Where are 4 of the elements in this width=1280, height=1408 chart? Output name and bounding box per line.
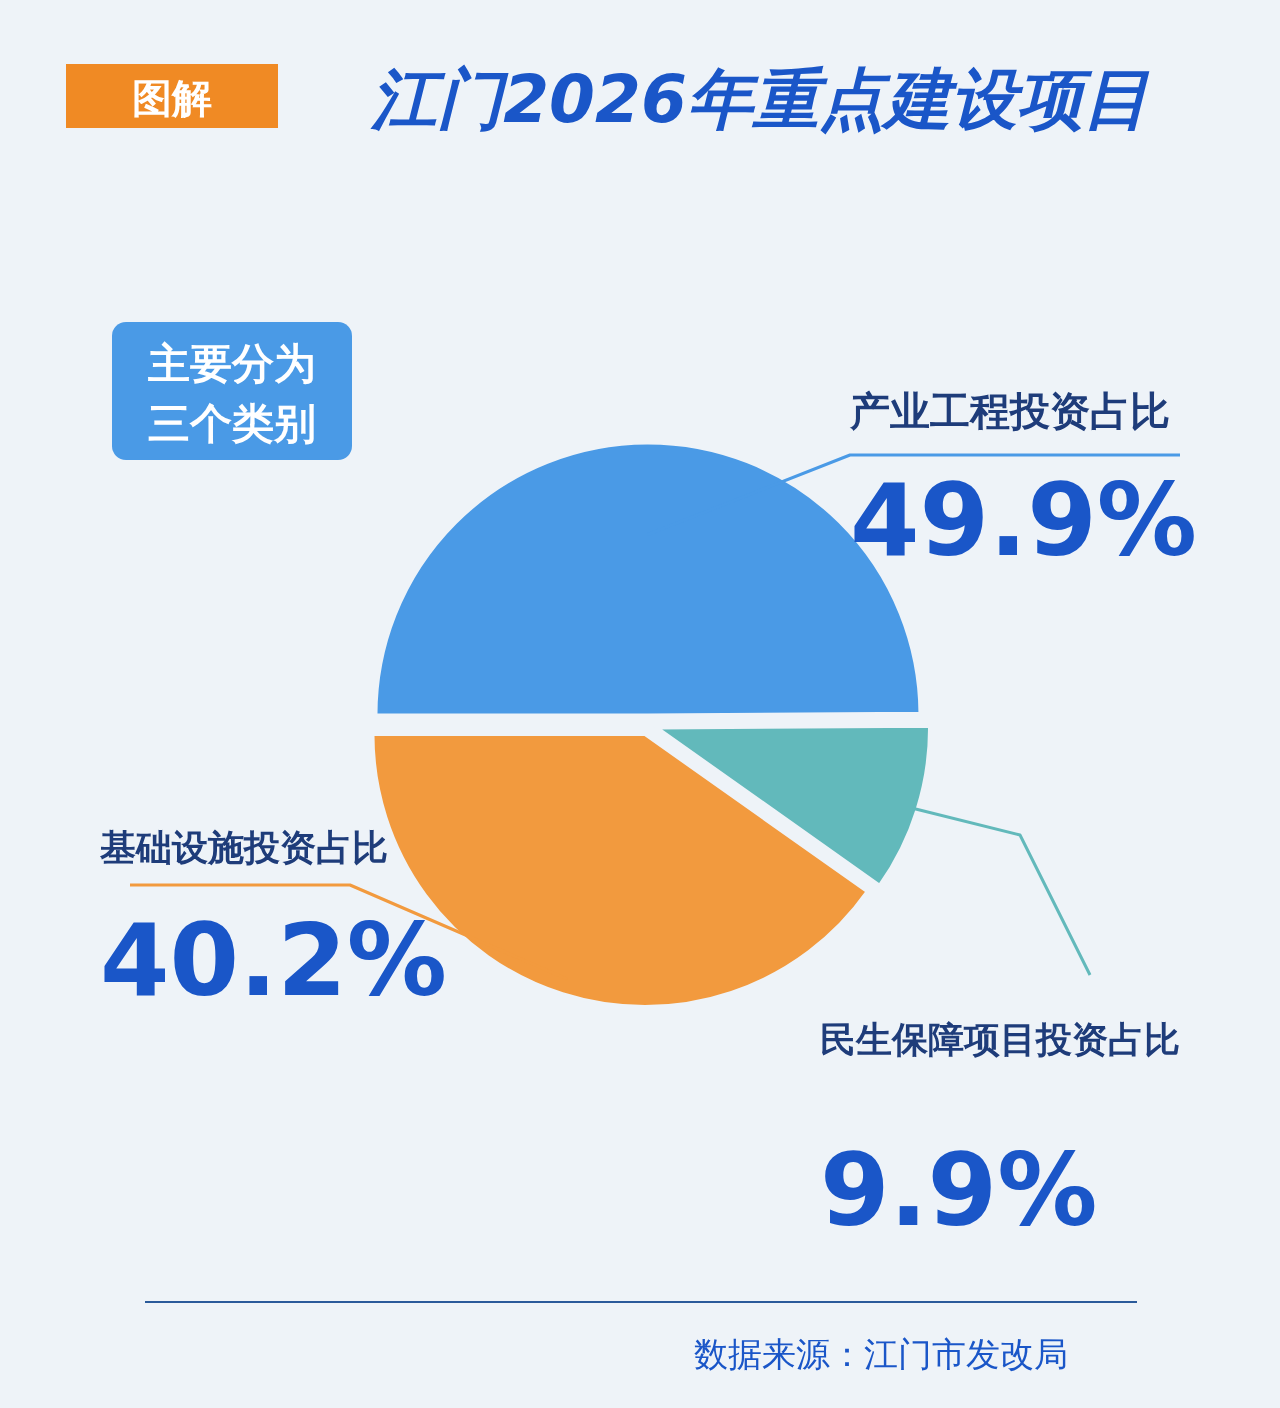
annotation: 数据来源：江门市发改局	[694, 1334, 1068, 1374]
annotation: 主要分为三个类别	[112, 322, 352, 460]
annotation: 图解	[66, 64, 278, 128]
title: 江门2026年重点建设项目	[371, 61, 1149, 138]
